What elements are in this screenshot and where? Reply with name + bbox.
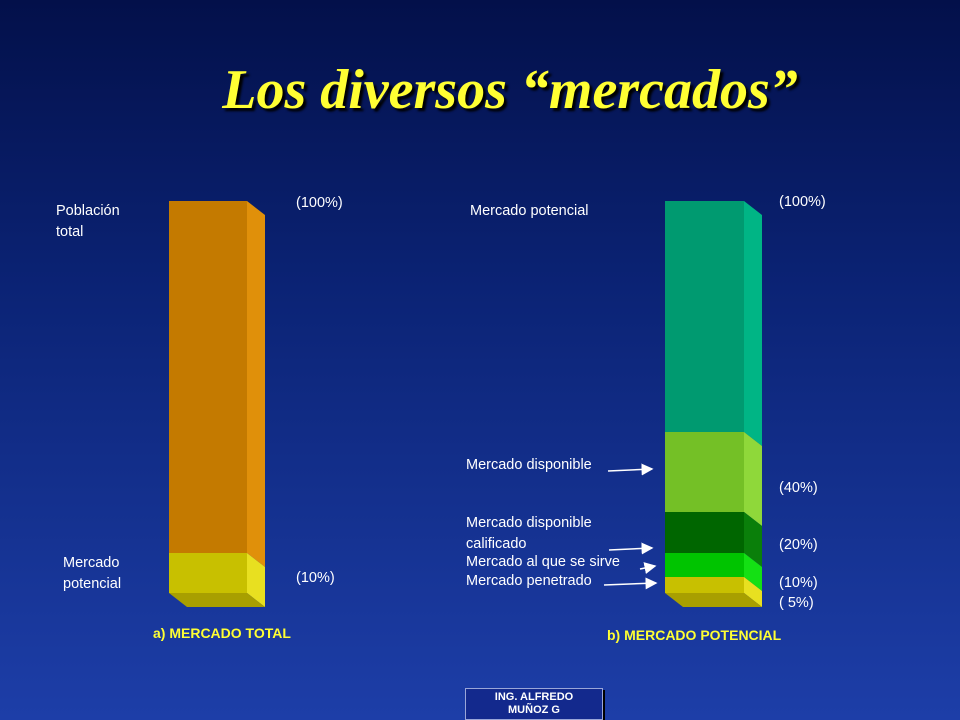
pct-right-10: (10%) (779, 575, 818, 591)
pct-right-5: ( 5%) (779, 595, 814, 611)
pct-left-10: (10%) (296, 570, 335, 586)
arrow-sirve (639, 562, 657, 574)
label-poblacion-total: Población total (56, 201, 120, 243)
right-bar-calificado-side (744, 512, 762, 567)
arrow-calificado (608, 542, 654, 555)
label-mercado-disponible: Mercado disponible (466, 457, 592, 473)
right-bar-floor (665, 593, 762, 607)
pct-left-100: (100%) (296, 195, 343, 211)
label-calificado-line2: calificado (466, 536, 527, 552)
pct-right-20: (20%) (779, 537, 818, 553)
right-bar-potencial (665, 201, 744, 432)
left-bar-base (169, 553, 247, 593)
label-mercado-potencial: Mercado potencial (470, 203, 589, 219)
label-mercado-line1: Mercado (63, 555, 120, 571)
label-potencial-line2: potencial (63, 576, 122, 592)
label-poblacion-line2: total (56, 224, 84, 240)
left-bar-floor (169, 593, 265, 607)
label-mercado-sirve: Mercado al que se sirve (466, 554, 620, 570)
footer-line2: MUÑOZ G (508, 704, 560, 716)
label-mercado-potencial-left: Mercado potencial (63, 553, 121, 595)
label-poblacion-line1: Población (56, 203, 120, 219)
label-mercado-penetrado: Mercado penetrado (466, 573, 592, 589)
right-bar-sirve (665, 553, 744, 577)
footer-line1: ING. ALFREDO (494, 691, 574, 703)
right-bar (665, 201, 762, 607)
pct-right-100: (100%) (779, 194, 826, 210)
right-bar-potencial-side (744, 201, 762, 446)
label-calificado-line1: Mercado disponible (466, 515, 592, 531)
author-footer: ING. ALFREDO MUÑOZ G (465, 688, 603, 720)
caption-mercado-total: a) MERCADO TOTAL (153, 625, 291, 641)
pct-right-40: (40%) (779, 480, 818, 496)
arrow-penetrado (603, 577, 658, 590)
right-bar-disponible (665, 432, 744, 512)
left-bar-base-side (247, 553, 265, 607)
left-bar-main-side (247, 201, 265, 567)
arrow-disponible (607, 463, 654, 476)
right-bar-calificado (665, 512, 744, 553)
caption-mercado-potencial: b) MERCADO POTENCIAL (607, 627, 782, 643)
right-bar-sirve-side (744, 553, 762, 591)
right-bar-disponible-side (744, 432, 762, 526)
label-mercado-calificado: Mercado disponible calificado (466, 513, 592, 555)
right-bar-penetrado-side (744, 577, 762, 607)
right-bar-penetrado (665, 577, 744, 593)
left-bar-main (169, 201, 247, 553)
left-bar (169, 201, 265, 607)
slide-title: Los diversos “mercados” (222, 59, 798, 121)
